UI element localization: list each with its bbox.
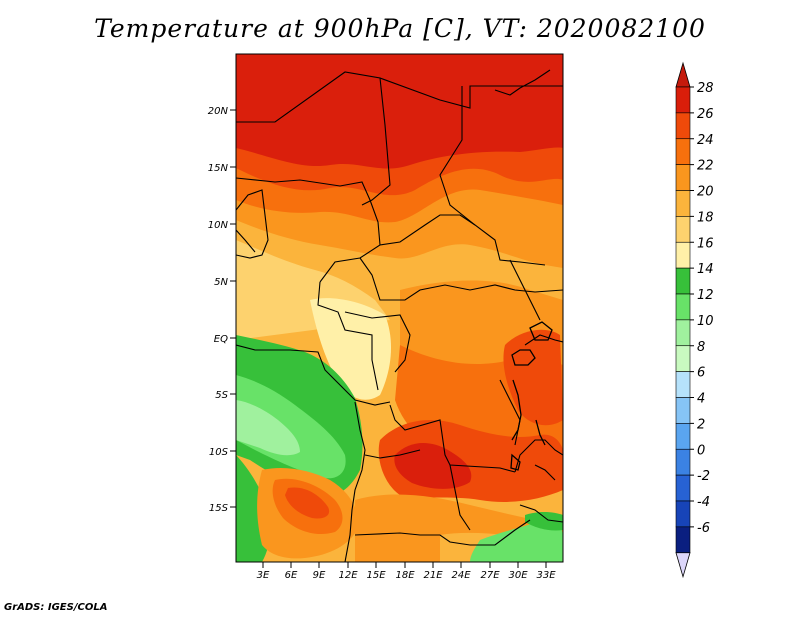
colorbar-swatch	[675, 319, 691, 347]
colorbar-swatch	[675, 241, 691, 269]
lat-label: 5N	[214, 277, 228, 288]
lon-label: 9E	[313, 570, 326, 581]
colorbar-swatch	[675, 190, 691, 217]
lakes	[510, 321, 553, 471]
colorbar-swatch	[675, 474, 691, 502]
colorbar-label: 14	[697, 262, 714, 277]
colorbar-label: 24	[697, 133, 714, 148]
colorbar-label: 6	[697, 366, 705, 381]
colorbar-label: -6	[697, 521, 710, 536]
colorbar-label: 20	[697, 185, 714, 200]
lat-label: 5S	[215, 390, 228, 401]
colorbar-swatch	[675, 371, 691, 398]
latitude-axis: 20N 15N 10N 5N EQ 5S 10S 15S	[208, 106, 236, 514]
colorbar-label: 12	[697, 288, 714, 303]
lat-label: 10N	[208, 220, 229, 231]
colorbar-swatch	[675, 216, 691, 243]
colorbar-label: 18	[697, 210, 714, 225]
colorbar-label: 26	[697, 107, 714, 122]
lat-label: 15S	[209, 503, 229, 514]
colorbar-label: 22	[697, 159, 714, 174]
lon-label: 6E	[285, 570, 298, 581]
lon-label: 3E	[257, 570, 270, 581]
lon-label: 33E	[536, 570, 556, 581]
lon-label: 27E	[480, 570, 500, 581]
colorbar-swatch	[675, 293, 691, 321]
colorbar-swatch	[675, 267, 691, 295]
lon-label: 18E	[395, 570, 415, 581]
colorbar-label: 8	[697, 340, 705, 355]
lon-label: 30E	[508, 570, 528, 581]
colorbar-label: 28	[697, 81, 714, 96]
plot-title: Temperature at 900hPa [C], VT: 202008210…	[94, 14, 706, 43]
colorbar-label: 10	[697, 314, 714, 329]
lat-label: 15N	[208, 163, 229, 174]
lat-label: 20N	[208, 106, 229, 117]
temperature-field	[236, 54, 563, 562]
colorbar-swatch	[675, 423, 691, 450]
colorbar-label: 4	[697, 392, 705, 407]
map-frame	[235, 53, 564, 563]
lon-label: 21E	[423, 570, 443, 581]
colorbar-label: 0	[697, 443, 705, 458]
colorbar-label: -4	[697, 495, 710, 510]
colorbar-swatch	[675, 112, 691, 140]
colorbar-swatch	[675, 164, 691, 191]
colorbar-label: 2	[697, 417, 705, 432]
country-borders	[236, 69, 563, 562]
colorbar-label: -2	[697, 469, 710, 484]
colorbar-swatch	[675, 138, 691, 165]
colorbar-top-arrow	[675, 61, 691, 88]
colorbar-swatch	[675, 500, 691, 528]
colorbar-swatch	[675, 448, 691, 476]
colorbar-swatch	[675, 397, 691, 424]
colorbar-swatch	[675, 345, 691, 372]
colorbar-swatch	[675, 86, 691, 114]
colorbar-bottom-arrow	[675, 552, 691, 579]
colorbar-swatch	[675, 526, 691, 554]
longitude-axis: 3E 6E 9E 12E 15E 18E 21E 24E 27E 30E 33E	[257, 562, 556, 581]
lon-label: 12E	[338, 570, 358, 581]
credit-text: GrADS: IGES/COLA	[4, 602, 108, 613]
lat-label: EQ	[214, 334, 228, 345]
lon-label: 24E	[451, 570, 471, 581]
colorbar-label: 16	[697, 236, 714, 251]
lat-label: 10S	[209, 447, 229, 458]
lon-label: 15E	[366, 570, 386, 581]
